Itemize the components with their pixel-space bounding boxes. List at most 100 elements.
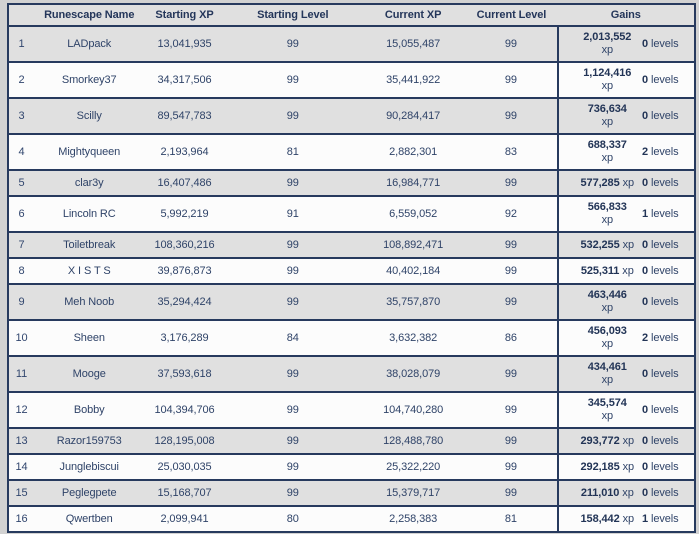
cell-current-level: 86 <box>504 331 517 344</box>
cell-player-name: clar3y <box>74 176 104 189</box>
cell-current-level: 99 <box>504 434 517 447</box>
gains-xp-value: 292,185 xp <box>559 461 642 474</box>
cell-current-xp: 25,322,220 <box>386 460 441 473</box>
gains-levels-number: 0 <box>642 238 649 251</box>
cell-starting-xp: 5,992,219 <box>160 207 209 220</box>
cell-current-level: 99 <box>504 176 517 189</box>
col-header-current-level[interactable]: Current Level <box>465 4 558 27</box>
gains-xp-value: 525,311 xp <box>559 265 642 278</box>
cell-starting-xp: 39,876,873 <box>157 264 212 277</box>
gains-xp-number: 566,833 <box>587 201 627 214</box>
cell-starting-xp: 104,394,706 <box>154 403 215 416</box>
gains-xp-value: 158,442 xp <box>559 513 642 526</box>
gains-table-container: Runescape Name Starting XP Starting Leve… <box>7 3 696 533</box>
gains-levels-number: 2 <box>642 145 649 158</box>
cell-starting-level: 99 <box>286 295 299 308</box>
cell-starting-xp: 16,407,486 <box>157 176 212 189</box>
cell-player-name: Lincoln RC <box>62 207 116 220</box>
gains-xp-value: 434,461 xp <box>559 361 642 386</box>
gains-cell-inner: 736,634 xp 0 levels <box>559 103 694 128</box>
cell-starting-level: 99 <box>286 403 299 416</box>
gains-levels-number: 1 <box>642 207 649 220</box>
gains-levels-unit: levels <box>651 434 679 447</box>
gains-levels-value: 0 levels <box>642 74 694 87</box>
header-row: Runescape Name Starting XP Starting Leve… <box>8 4 695 27</box>
table-row: 4 Mightyqueen 2,193,964 81 2,882,301 83 … <box>8 134 695 170</box>
cell-current-xp: 128,488,780 <box>383 434 444 447</box>
cell-player-name: Mightyqueen <box>58 145 121 158</box>
cell-gains: 292,185 xp 0 levels <box>556 454 695 480</box>
gains-cell-inner: 688,337 xp 2 levels <box>559 139 694 164</box>
gains-xp-value: 345,574 xp <box>559 397 642 422</box>
gains-levels-value: 0 levels <box>642 461 694 474</box>
gains-xp-unit: xp <box>601 374 614 386</box>
gains-xp-value: 456,093 xp <box>559 325 642 350</box>
cell-gains: 434,461 xp 0 levels <box>556 356 695 392</box>
cell-rank: 8 <box>18 264 25 277</box>
cell-rank: 12 <box>15 403 28 416</box>
cell-current-xp: 2,882,301 <box>389 145 438 158</box>
gains-cell-inner: 2,013,552 xp 0 levels <box>559 31 694 56</box>
gains-cell-inner: 456,093 xp 2 levels <box>559 325 694 350</box>
gains-xp-value: 1,124,416 xp <box>559 67 642 92</box>
gains-xp-unit: xp <box>601 338 614 350</box>
gains-cell-inner: 1,124,416 xp 0 levels <box>559 67 694 92</box>
table-row: 16 Qwertben 2,099,941 80 2,258,383 81 15… <box>8 506 695 532</box>
cell-player-name: Meh Noob <box>64 295 115 308</box>
cell-current-xp: 15,055,487 <box>386 37 441 50</box>
col-header-gains[interactable]: Gains <box>557 4 695 27</box>
gains-levels-value: 0 levels <box>642 435 694 448</box>
cell-starting-level: 99 <box>286 367 299 380</box>
col-header-current-xp[interactable]: Current XP <box>360 4 466 27</box>
cell-starting-level: 91 <box>286 207 299 220</box>
cell-starting-level: 84 <box>286 331 299 344</box>
table-body: 1 LADpack 13,041,935 99 15,055,487 99 2,… <box>8 26 695 532</box>
cell-player-name: Qwertben <box>65 512 113 525</box>
gains-xp-unit: xp <box>622 486 634 499</box>
gains-levels-value: 1 levels <box>642 513 694 526</box>
gains-levels-value: 2 levels <box>642 332 694 345</box>
gains-levels-value: 0 levels <box>642 110 694 123</box>
gains-cell-inner: 463,446 xp 0 levels <box>559 289 694 314</box>
table-row: 14 Junglebiscui 25,030,035 99 25,322,220… <box>8 454 695 480</box>
gains-xp-number: 292,185 <box>580 460 620 473</box>
gains-levels-number: 0 <box>642 434 649 447</box>
table-row: 3 Scilly 89,547,783 99 90,284,417 99 736… <box>8 98 695 134</box>
cell-gains: 293,772 xp 0 levels <box>556 428 695 454</box>
gains-cell-inner: 566,833 xp 1 levels <box>559 201 694 226</box>
gains-xp-number: 525,311 <box>580 264 620 277</box>
cell-current-xp: 15,379,717 <box>386 486 441 499</box>
col-header-starting-xp[interactable]: Starting XP <box>144 4 225 27</box>
cell-player-name: Smorkey37 <box>61 73 117 86</box>
cell-current-level: 99 <box>504 367 517 380</box>
col-header-runescape-name[interactable]: Runescape Name <box>34 4 145 27</box>
cell-current-level: 99 <box>504 264 517 277</box>
gains-levels-unit: levels <box>651 512 679 525</box>
gains-cell-inner: 577,285 xp 0 levels <box>559 177 694 190</box>
cell-starting-xp: 13,041,935 <box>157 37 212 50</box>
table-row: 9 Meh Noob 35,294,424 99 35,757,870 99 4… <box>8 284 695 320</box>
gains-levels-number: 0 <box>642 367 649 380</box>
gains-xp-unit: xp <box>601 410 614 422</box>
gains-levels-unit: levels <box>651 295 679 308</box>
gains-levels-number: 0 <box>642 295 649 308</box>
gains-levels-unit: levels <box>651 176 679 189</box>
cell-gains: 688,337 xp 2 levels <box>556 134 695 170</box>
cell-starting-level: 80 <box>286 512 299 525</box>
cell-rank: 15 <box>15 486 28 499</box>
gains-xp-number: 434,461 <box>587 361 627 374</box>
gains-levels-value: 0 levels <box>642 404 694 417</box>
gains-levels-number: 0 <box>642 109 649 122</box>
gains-levels-unit: levels <box>651 486 679 499</box>
table-row: 1 LADpack 13,041,935 99 15,055,487 99 2,… <box>8 26 695 62</box>
gains-xp-number: 345,574 <box>587 397 627 410</box>
gains-xp-value: 688,337 xp <box>559 139 642 164</box>
cell-gains: 1,124,416 xp 0 levels <box>556 62 695 98</box>
gains-levels-unit: levels <box>651 238 679 251</box>
cell-current-level: 99 <box>504 295 517 308</box>
col-header-starting-level[interactable]: Starting Level <box>224 4 361 27</box>
cell-gains: 577,285 xp 0 levels <box>556 170 695 196</box>
gains-levels-unit: levels <box>651 460 679 473</box>
cell-current-xp: 104,740,280 <box>383 403 444 416</box>
cell-starting-xp: 89,547,783 <box>157 109 212 122</box>
